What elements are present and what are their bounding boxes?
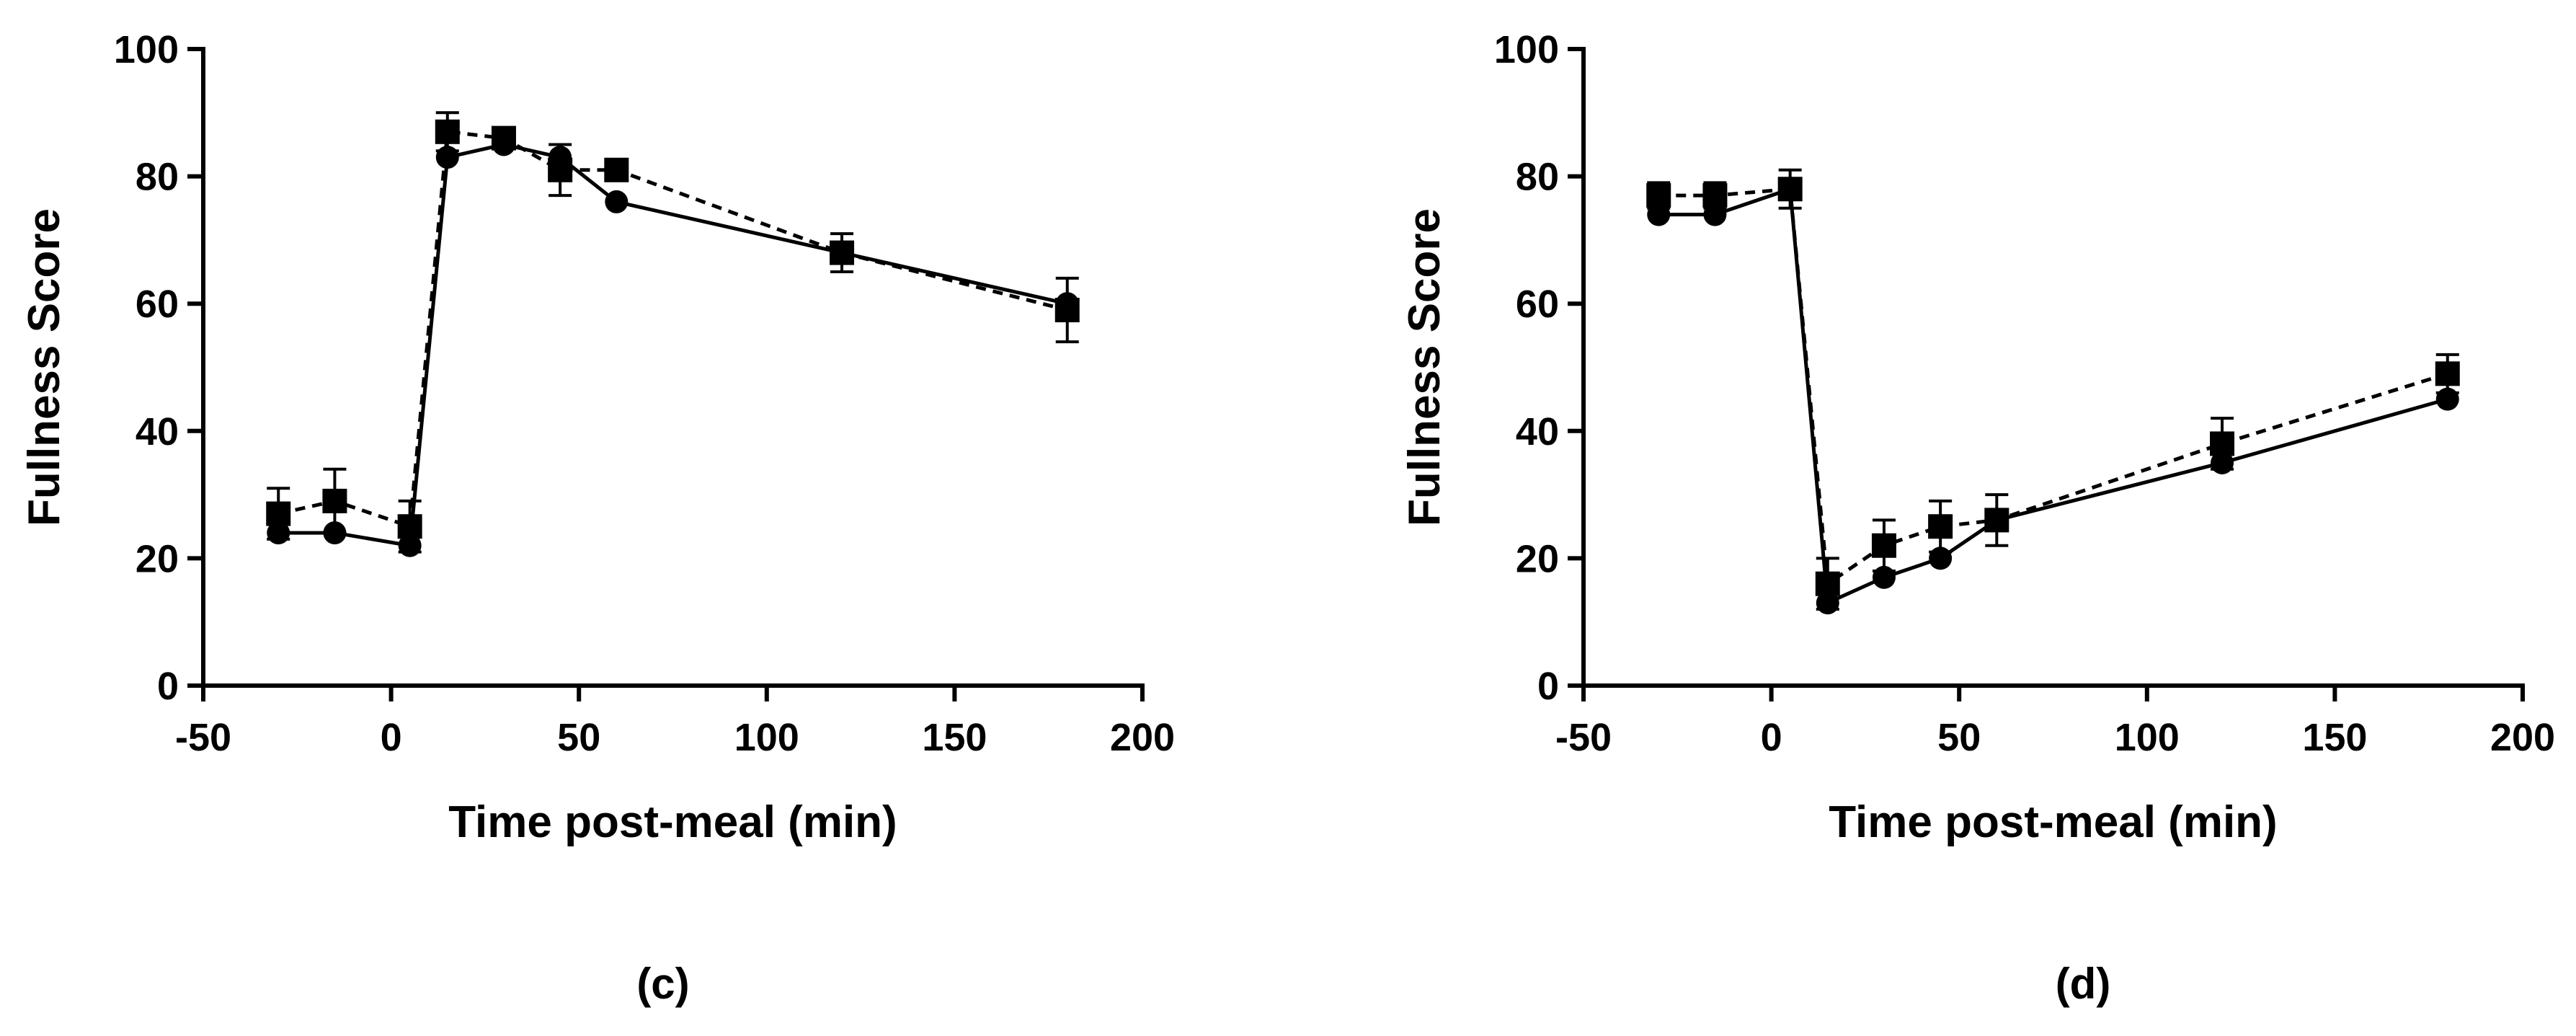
panel-label: (c) (636, 960, 689, 1008)
series-line-square-dashed (277, 130, 1068, 528)
y-tick-label: 20 (136, 537, 179, 580)
y-tick-label: 40 (136, 410, 179, 453)
x-tick-label: 150 (922, 716, 987, 759)
panel-label: (d) (2056, 960, 2111, 1008)
x-tick-label: 200 (1110, 716, 1175, 759)
y-axis-title: Fullness Score (19, 208, 69, 526)
data-point-square (491, 125, 516, 151)
chart-panel-d: 0 20 40 60 80 100 -50 0 50 100 150 200 Time post-mea… (1400, 28, 2555, 1008)
y-tick-label: 100 (114, 28, 179, 71)
y-tick-label: 0 (1537, 665, 1559, 708)
x-tick-label: 0 (1761, 716, 1782, 759)
data-point-square (1871, 533, 1896, 558)
y-tick-label: 0 (157, 665, 179, 708)
x-tick-label: 0 (381, 716, 402, 759)
x-tick-label: 100 (734, 716, 799, 759)
x-tick-label: 150 (2302, 716, 2367, 759)
series-line-circle-solid (1658, 187, 2448, 605)
x-tick-label: 50 (1937, 716, 1981, 759)
data-point-square (604, 157, 629, 182)
data-point-square (397, 514, 422, 539)
x-tick-label: -50 (1555, 716, 1612, 759)
data-point-square (1984, 508, 2009, 533)
data-point-square (2435, 361, 2460, 386)
y-tick-label: 80 (136, 156, 179, 199)
x-axis-title: Time post-meal (min) (1829, 797, 2277, 847)
x-tick-label: -50 (175, 716, 231, 759)
data-point-circle (605, 190, 629, 213)
chart-panel-c: 0 20 40 60 80 100 -50 0 50 100 150 200 Time post-mea… (19, 28, 1175, 1008)
y-tick-label: 100 (1494, 28, 1559, 71)
data-point-square (548, 157, 573, 182)
data-point-square (322, 488, 347, 513)
data-point-square (266, 501, 291, 526)
y-tick-label: 20 (1516, 537, 1559, 580)
series-line-circle-solid (278, 142, 1068, 548)
data-point-square (1815, 571, 1840, 596)
x-tick-label: 100 (2115, 716, 2180, 759)
y-tick-label: 60 (1516, 283, 1559, 326)
data-point-square (1777, 177, 1803, 202)
data-point-square (1054, 298, 1080, 323)
series-line-square-dashed (1658, 187, 2448, 586)
data-point-square (435, 119, 460, 144)
x-axis-title: Time post-meal (min) (448, 797, 897, 847)
data-point-square (1646, 183, 1671, 208)
y-tick-label: 40 (1516, 410, 1559, 453)
x-tick-label: 200 (2490, 716, 2555, 759)
y-axis-title: Fullness Score (1400, 208, 1449, 526)
data-point-square (1928, 514, 1953, 539)
y-tick-label: 80 (1516, 156, 1559, 199)
y-tick-label: 60 (136, 283, 179, 326)
data-point-square (2210, 431, 2235, 456)
x-tick-label: 50 (557, 716, 600, 759)
data-point-square (1702, 183, 1728, 208)
data-point-square (830, 240, 855, 265)
